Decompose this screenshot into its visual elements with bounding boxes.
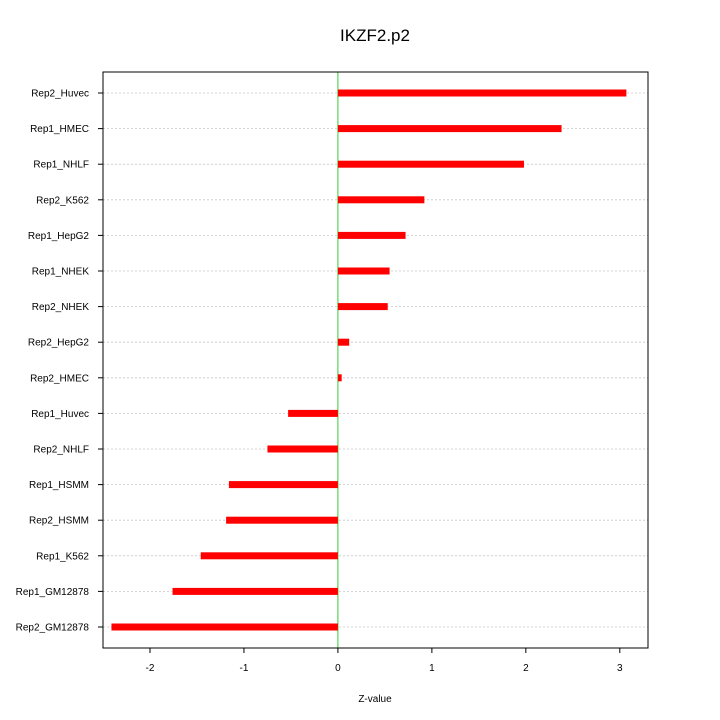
y-tick-label: Rep2_Huvec: [31, 89, 89, 100]
y-tick-label: Rep1_NHEK: [32, 267, 90, 278]
bar: [200, 552, 338, 560]
y-tick-label: Rep1_HMEC: [30, 124, 89, 135]
x-tick-label: 3: [617, 663, 623, 674]
bar: [337, 125, 562, 133]
bar: [226, 516, 338, 524]
y-tick-label: Rep1_GM12878: [16, 587, 90, 598]
y-tick-label: Rep2_HSMM: [29, 516, 89, 527]
x-axis: -2 -1 0 1 2 3: [146, 648, 623, 674]
bar: [337, 303, 388, 311]
grid-layer: [103, 92, 648, 628]
y-tick-label: Rep1_Huvec: [31, 409, 89, 420]
y-tick-label: Rep2_NHLF: [33, 445, 89, 456]
y-tick-label: Rep1_K562: [36, 551, 89, 562]
bar: [111, 623, 338, 631]
chart-title: IKZF2.p2: [340, 26, 410, 45]
bar: [337, 267, 390, 275]
y-tick-label: Rep1_HepG2: [28, 231, 90, 242]
y-tick-label: Rep2_HepG2: [28, 338, 90, 349]
bar: [337, 338, 350, 346]
plot-frame: [102, 71, 649, 649]
x-tick-label: 2: [523, 663, 529, 674]
bar: [337, 231, 406, 239]
bar: [267, 445, 338, 453]
bars-layer: [111, 89, 627, 631]
x-tick-label: 1: [429, 663, 435, 674]
x-tick-label: -2: [146, 663, 155, 674]
x-tick-label: -1: [239, 663, 248, 674]
x-axis-label: Z-value: [358, 694, 392, 705]
bar: [337, 196, 425, 204]
y-tick-label: Rep2_K562: [36, 195, 89, 206]
bar: [172, 587, 338, 595]
bar: [337, 374, 342, 382]
y-tick-label: Rep2_HMEC: [30, 373, 89, 384]
y-tick-label: Rep1_NHLF: [33, 160, 89, 171]
bar: [228, 481, 338, 489]
bar: [337, 160, 524, 168]
y-tick-label: Rep2_NHEK: [32, 302, 90, 313]
y-axis: Rep2_Huvec Rep1_HMEC Rep1_NHLF Rep2_K562 Rep…: [16, 89, 103, 634]
bar: [288, 409, 338, 417]
y-tick-label: Rep2_GM12878: [16, 623, 90, 634]
bar: [337, 89, 627, 97]
x-tick-label: 0: [335, 663, 341, 674]
y-tick-label: Rep1_HSMM: [29, 480, 89, 491]
